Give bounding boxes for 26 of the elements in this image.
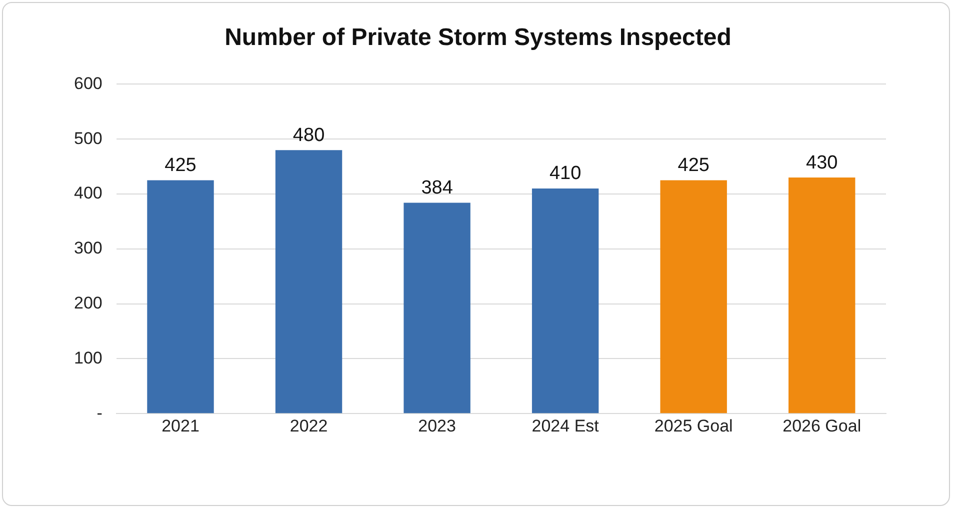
y-tick-label: 400 xyxy=(74,184,102,203)
chart-title: Number of Private Storm Systems Inspected xyxy=(224,24,732,52)
data-label: 410 xyxy=(549,163,582,184)
bar xyxy=(147,180,214,414)
bar xyxy=(660,180,727,414)
x-tick-label: 2025 Goal xyxy=(654,416,733,436)
x-tick-label: 2023 xyxy=(418,416,456,436)
data-label: 480 xyxy=(292,124,325,146)
bar xyxy=(788,178,856,414)
y-tick-label: 200 xyxy=(74,293,102,312)
x-tick-label: 2026 Goal xyxy=(782,416,862,436)
data-label: 430 xyxy=(806,152,838,174)
y-tick-label: 300 xyxy=(74,238,102,258)
x-tick-label: 2021 xyxy=(162,416,200,436)
x-tick-label: 2022 xyxy=(290,416,328,436)
y-tick-label: - xyxy=(96,403,102,422)
data-label: 384 xyxy=(421,178,454,199)
bar xyxy=(532,188,599,414)
data-label: 425 xyxy=(678,155,710,176)
bar xyxy=(275,150,342,414)
data-label: 425 xyxy=(164,155,196,176)
x-tick-label: 2024 Est xyxy=(532,416,600,436)
y-tick-label: 500 xyxy=(74,128,102,148)
y-tick-label: 600 xyxy=(74,74,102,93)
bar xyxy=(404,202,470,414)
y-tick-label: 100 xyxy=(74,348,102,368)
